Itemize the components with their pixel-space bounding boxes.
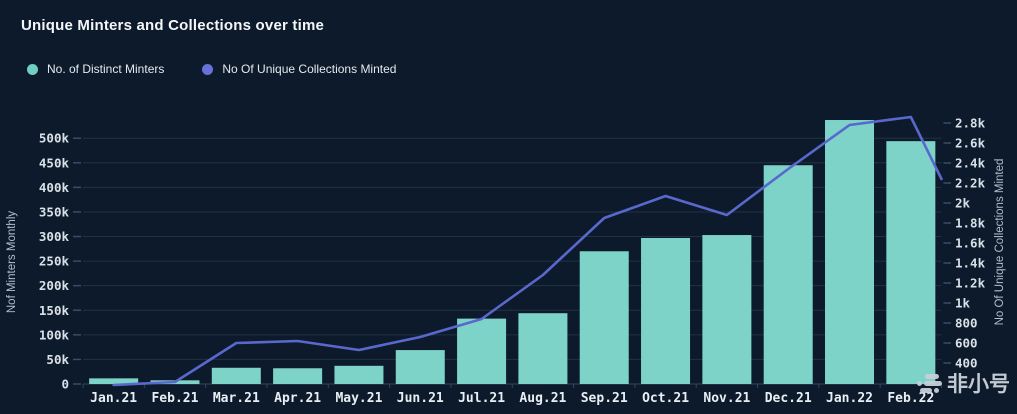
bar-Apr.21[interactable] [273, 368, 323, 384]
right-axis-tick-label: 1.4k [955, 256, 986, 271]
right-axis-tick-label: 800 [955, 316, 978, 331]
bar-Jun.21[interactable] [395, 350, 445, 384]
x-axis-label: Jun.21 [397, 391, 444, 406]
legend-label: No Of Unique Collections Minted [222, 62, 397, 76]
right-axis-tick-label: 400 [955, 356, 978, 371]
watermark-text: 非小号 [947, 373, 1010, 396]
right-axis-tick-label: 2.4k [955, 156, 986, 171]
bar-Dec.21[interactable] [763, 165, 813, 384]
left-axis-tick-label: 500k [39, 131, 70, 146]
x-axis-label: Mar.21 [213, 391, 260, 406]
feixiaohao-logo-icon [917, 374, 942, 393]
bar-Feb.22[interactable] [886, 141, 936, 384]
legend: No. of Distinct Minters No Of Unique Col… [27, 62, 396, 76]
right-axis-tick-label: 2.6k [955, 136, 986, 151]
left-axis-tick-label: 150k [39, 303, 70, 318]
right-axis-tick-label: 2.8k [955, 116, 986, 131]
right-axis-tick-label: 1.2k [955, 276, 986, 291]
left-axis-tick-label: 50k [46, 352, 69, 367]
x-axis-label: Jan.21 [90, 391, 137, 406]
x-axis-label: Oct.21 [642, 391, 689, 406]
right-axis-tick-label: 2k [955, 196, 971, 211]
x-axis-label: Sep.21 [581, 391, 628, 406]
right-axis-tick-label: 600 [955, 336, 978, 351]
left-axis-tick-label: 450k [39, 155, 70, 170]
left-axis-tick-label: 100k [39, 327, 70, 342]
left-axis-tick-label: 250k [39, 254, 70, 269]
right-axis-tick-label: 1k [955, 296, 971, 311]
legend-label: No. of Distinct Minters [47, 62, 165, 76]
bar-Nov.21[interactable] [702, 235, 752, 384]
bar-Jul.21[interactable] [457, 318, 507, 384]
x-axis-label: Nov.21 [703, 391, 750, 406]
x-axis-label: May.21 [335, 391, 382, 406]
left-axis-title: Nof Minters Monthly [6, 211, 18, 314]
x-axis-label: Feb.21 [151, 391, 198, 406]
bar-Oct.21[interactable] [641, 237, 691, 384]
bar-Jan.21[interactable] [89, 378, 139, 384]
left-axis-tick-label: 200k [39, 278, 70, 293]
x-axis-label: Dec.21 [765, 391, 812, 406]
right-axis-tick-label: 2.2k [955, 176, 986, 191]
right-axis-tick-label: 1.6k [955, 236, 986, 251]
legend-item-distinct-minters[interactable]: No. of Distinct Minters [27, 62, 164, 76]
bar-May.21[interactable] [334, 365, 384, 384]
x-axis-label: Apr.21 [274, 391, 321, 406]
x-axis-label: Jan.22 [826, 391, 873, 406]
bar-Aug.21[interactable] [518, 313, 568, 384]
x-axis-label: Aug.21 [519, 391, 566, 406]
legend-dot-icon [202, 63, 214, 75]
left-axis-tick-label: 400k [39, 180, 70, 195]
x-axis-label: Jul.21 [458, 391, 505, 406]
watermark: 非小号 [917, 374, 1010, 395]
legend-item-unique-collections[interactable]: No Of Unique Collections Minted [202, 62, 396, 76]
chart-title: Unique Minters and Collections over time [21, 17, 325, 34]
right-axis-title: No Of Unique Collections Minted [994, 159, 1006, 326]
left-axis-tick-label: 300k [39, 229, 70, 244]
collections-line[interactable] [112, 115, 943, 387]
x-axis-label: Feb.22 [887, 391, 934, 406]
bar-Sep.21[interactable] [579, 251, 629, 384]
left-axis-tick-label: 350k [39, 204, 70, 219]
bar-Mar.21[interactable] [211, 367, 261, 384]
legend-dot-icon [27, 63, 38, 75]
right-axis-tick-label: 1.8k [955, 216, 986, 231]
bar-Jan.22[interactable] [825, 120, 875, 384]
left-axis-tick-label: 0 [61, 377, 69, 392]
